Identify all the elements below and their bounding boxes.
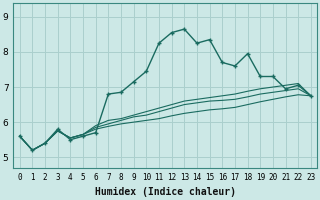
X-axis label: Humidex (Indice chaleur): Humidex (Indice chaleur) (95, 187, 236, 197)
